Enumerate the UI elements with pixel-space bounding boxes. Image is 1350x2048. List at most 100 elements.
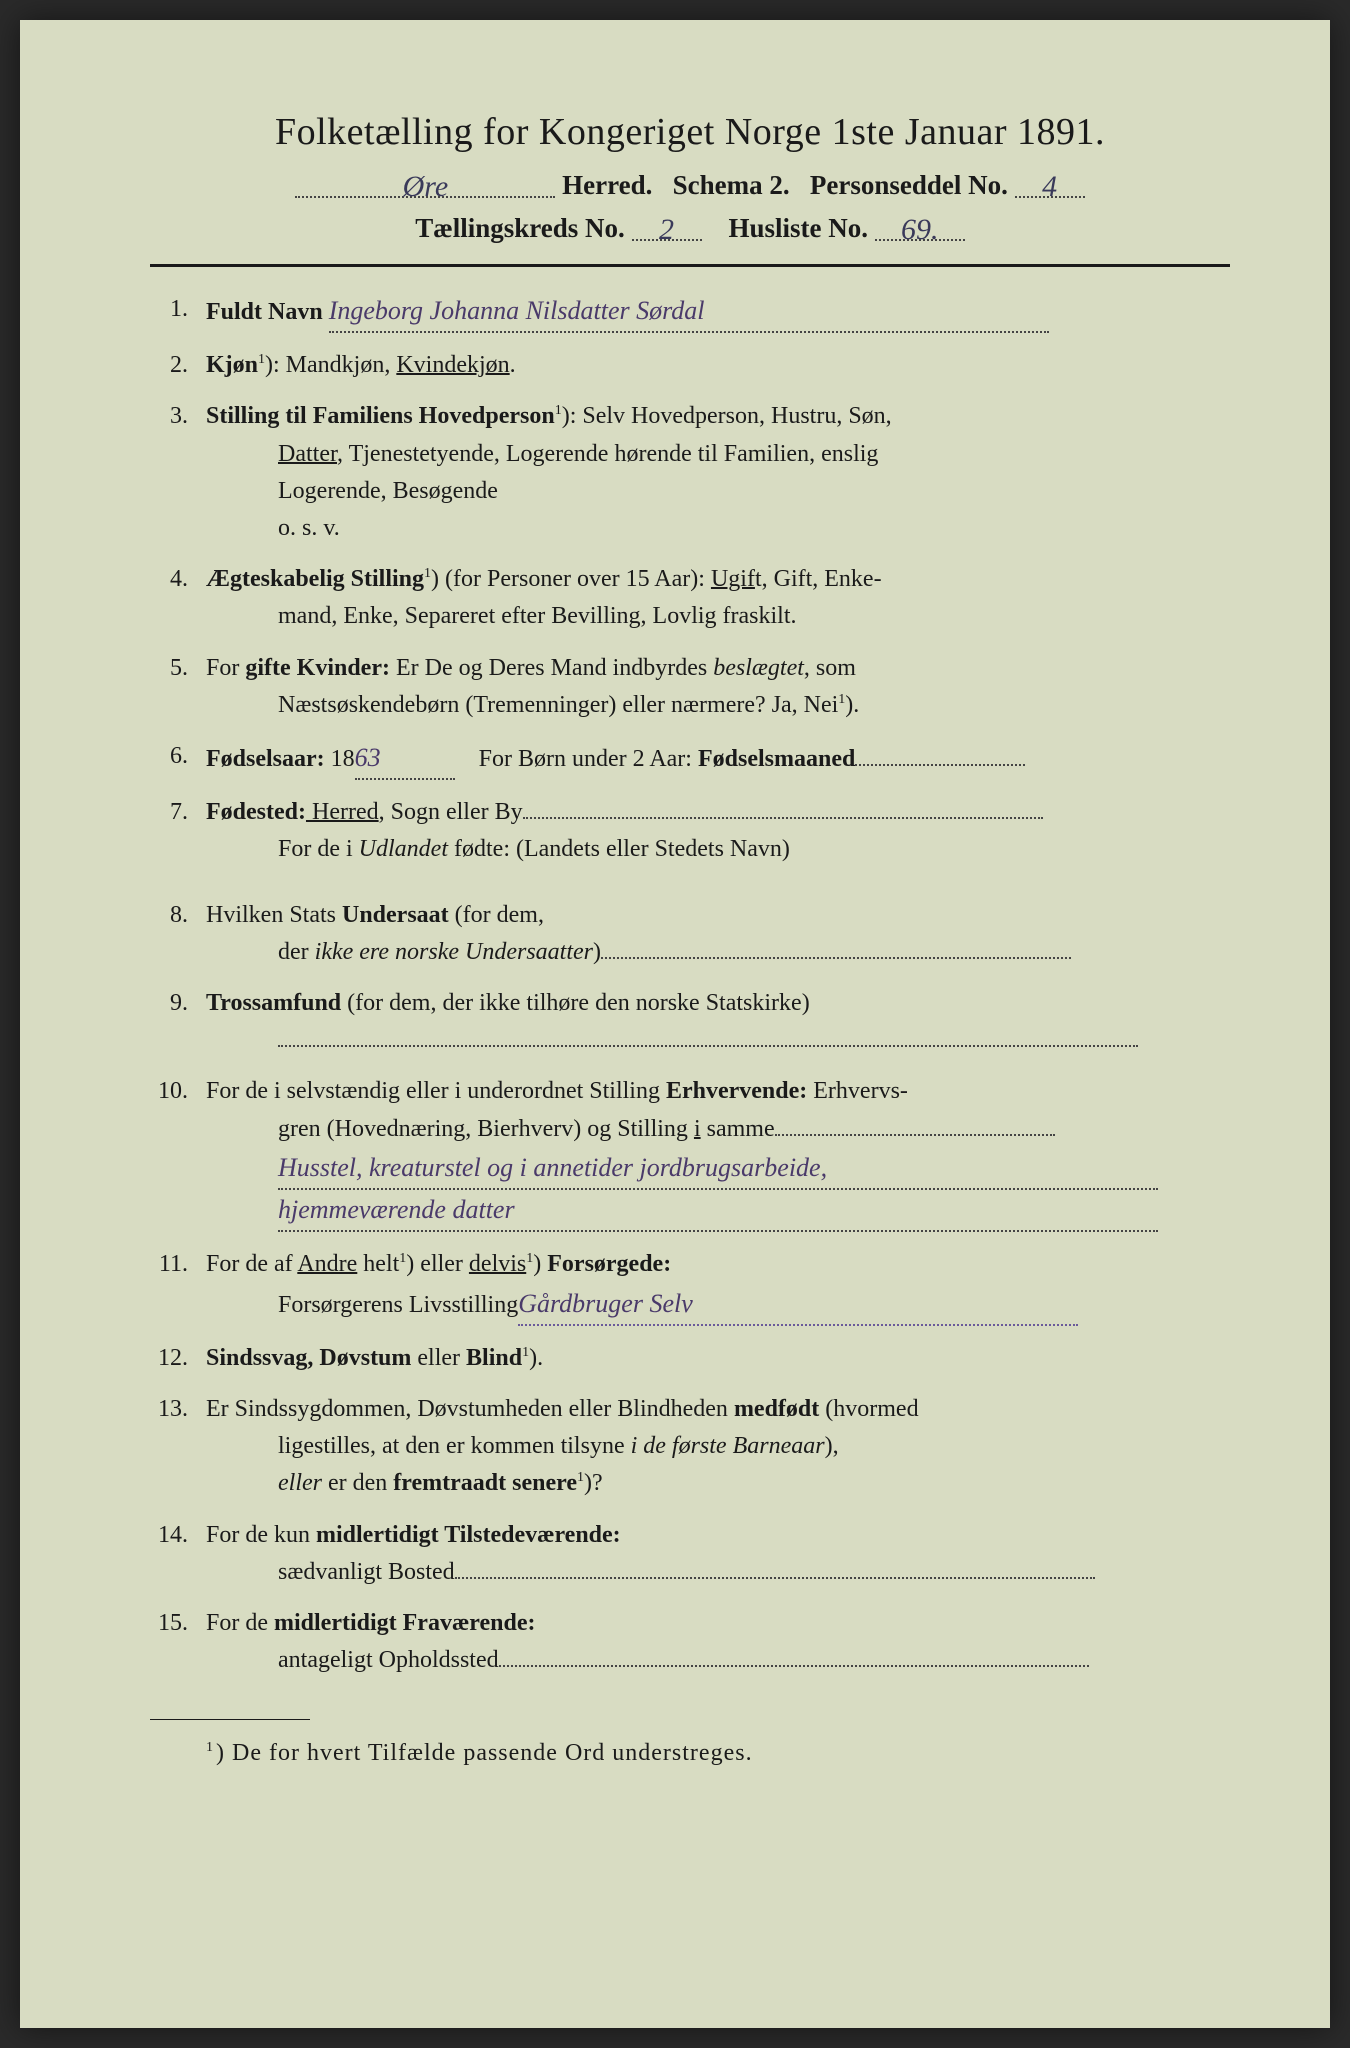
q4-sup: 1 (424, 566, 431, 581)
q5-pre: For (206, 655, 245, 681)
q3-line3: Logerende, Besøgende (206, 473, 1230, 510)
q5-label: gifte Kvinder: (245, 655, 390, 681)
q11-u2: delvis (469, 1251, 526, 1277)
q9-label: Trossamfund (206, 990, 341, 1016)
q11-t1: For de af (206, 1251, 297, 1277)
q3-sup: 1 (555, 403, 562, 418)
q10-t2: Erhvervs- (807, 1078, 908, 1104)
q3-line4: o. s. v. (206, 510, 1230, 547)
husliste-label: Husliste No. (729, 213, 869, 243)
q5: 5. For gifte Kvinder: Er De og Deres Man… (150, 650, 1230, 724)
q6-label2: Fødselsmaaned (698, 746, 855, 772)
q15: 15. For de midlertidigt Fraværende: anta… (150, 1605, 1230, 1679)
q8-t1: Hvilken Stats (206, 902, 342, 928)
form-header: Folketælling for Kongeriget Norge 1ste J… (150, 110, 1230, 244)
q2-underlined: Kvindekjøn (396, 352, 509, 378)
q3-line2a: Datter (278, 441, 337, 467)
q15-t1: For de (206, 1610, 274, 1636)
q11-l2: Forsørgerens Livsstilling (278, 1292, 518, 1318)
q12: 12. Sindssvag, Døvstum eller Blind1). (150, 1340, 1230, 1377)
q3-label: Stilling til Familiens Hovedperson (206, 403, 555, 429)
q8: 8. Hvilken Stats Undersaat (for dem, der… (150, 897, 1230, 971)
q10-num: 10. (150, 1073, 206, 1232)
q7: 7. Fødested: Herred, Sogn eller By For d… (150, 794, 1230, 868)
q13-tail: )? (584, 1470, 603, 1496)
question-list: 1. Fuldt Navn Ingeborg Johanna Nilsdatte… (150, 291, 1230, 1679)
q7-label: Fødested: (206, 799, 306, 825)
q11-hw: Gårdbruger Selv (518, 1289, 693, 1318)
q9-text: (for dem, der ikke tilhøre den norske St… (341, 990, 810, 1016)
q12-label: Sindssvag, Døvstum (206, 1345, 411, 1371)
q13-l3a: er den (322, 1470, 393, 1496)
q13: 13. Er Sindssygdommen, Døvstumheden elle… (150, 1391, 1230, 1503)
q13-l2b: ), (825, 1433, 839, 1459)
q4-line2: mand, Enke, Separeret efter Bevilling, L… (206, 598, 1230, 635)
q5-text1b: , som (804, 655, 856, 681)
q10-hw2: hjemmeværende datter (278, 1195, 515, 1224)
q8-t2: (for dem, (449, 902, 544, 928)
q11-u1: Andre (297, 1251, 357, 1277)
personseddel-label: Personseddel No. (810, 170, 1008, 200)
q11-t2: helt (357, 1251, 399, 1277)
q11-label: Forsørgede: (547, 1251, 671, 1277)
q14: 14. For de kun midlertidigt Tilstedevære… (150, 1517, 1230, 1591)
q5-line2: Næstsøskendebørn (Tremenninger) eller næ… (278, 692, 838, 718)
schema-label: Schema 2. (673, 170, 790, 200)
herred-label: Herred. (562, 170, 652, 200)
q13-t2: (hvormed (819, 1396, 918, 1422)
q4-text1b: t, Gift, Enke- (755, 566, 882, 592)
q3-num: 3. (150, 398, 206, 547)
personseddel-hw: 4 (1042, 170, 1057, 203)
footnote-sup: 1 (206, 1740, 216, 1755)
q7-l2b: fødte: (Landets eller Stedets Navn) (448, 836, 790, 862)
q8-num: 8. (150, 897, 206, 971)
q5-i1: beslægtet (713, 655, 804, 681)
q13-l2i: i de første Barneaar (631, 1433, 825, 1459)
q8-l2b: ) (593, 939, 601, 965)
herred-handwritten: Øre (403, 170, 449, 203)
q10-l2u: i (694, 1116, 701, 1142)
q2-text: ): Mandkjøn, (265, 352, 396, 378)
q11-t4: ) (533, 1251, 547, 1277)
q13-l3i: eller (278, 1470, 322, 1496)
q15-label: midlertidigt Fraværende: (274, 1610, 536, 1636)
q11: 11. For de af Andre helt1) eller delvis1… (150, 1246, 1230, 1325)
header-line-2: Tællingskreds No. 2 Husliste No. 69. (150, 211, 1230, 244)
q5-text1: Er De og Deres Mand indbyrdes (390, 655, 713, 681)
q14-t1: For de kun (206, 1522, 316, 1548)
q3: 3. Stilling til Familiens Hovedperson1):… (150, 398, 1230, 547)
census-form-page: Folketælling for Kongeriget Norge 1ste J… (20, 20, 1330, 2028)
q15-l2: antageligt Opholdssted (278, 1647, 499, 1673)
q7-l2a: For de i (278, 836, 359, 862)
q7-text: , Sogn eller By (379, 799, 523, 825)
header-line-1: Øre Herred. Schema 2. Personseddel No. 4 (150, 168, 1230, 201)
q13-l2a: ligestilles, at den er kommen tilsyne (278, 1433, 631, 1459)
q13-sup: 1 (577, 1470, 584, 1485)
q3-line2b: , Tjenestetyende, Logerende hørende til … (337, 441, 878, 467)
q10-label: Erhvervende: (666, 1078, 807, 1104)
q3-text1: ): Selv Hovedperson, Hustru, Søn, (562, 403, 892, 429)
q1-hw: Ingeborg Johanna Nilsdatter Sørdal (329, 296, 705, 325)
divider-footnote (150, 1719, 310, 1720)
q1: 1. Fuldt Navn Ingeborg Johanna Nilsdatte… (150, 291, 1230, 333)
q6-year-hw: 63 (355, 743, 381, 772)
q7-num: 7. (150, 794, 206, 868)
q8-l2a: der (278, 939, 315, 965)
q13-label: medfødt (734, 1396, 819, 1422)
q12-tail: ). (529, 1345, 543, 1371)
kreds-hw: 2 (659, 213, 674, 246)
q6-text2: For Børn under 2 Aar: (479, 746, 698, 772)
q12-text: eller (411, 1345, 466, 1371)
q4-text1: ) (for Personer over 15 Aar): (431, 566, 711, 592)
q6: 6. Fødselsaar: 1863 For Børn under 2 Aar… (150, 738, 1230, 780)
q10: 10. For de i selvstændig eller i underor… (150, 1073, 1230, 1232)
q10-l2b: samme (701, 1116, 775, 1142)
q2-tail: . (510, 352, 516, 378)
q4-u: Ugif (711, 566, 755, 592)
q1-label: Fuldt Navn (206, 299, 323, 325)
footnote-text: ) De for hvert Tilfælde passende Ord und… (216, 1740, 753, 1766)
form-title: Folketælling for Kongeriget Norge 1ste J… (150, 110, 1230, 154)
q10-hw1: Husstel, kreaturstel og i annetider jord… (278, 1153, 827, 1182)
q4: 4. Ægteskabelig Stilling1) (for Personer… (150, 561, 1230, 635)
q4-num: 4. (150, 561, 206, 635)
